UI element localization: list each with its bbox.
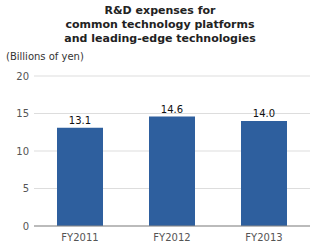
chart-title: R&D expenses forcommon technology platfo…: [64, 4, 256, 45]
bar: [57, 128, 103, 226]
x-tick-label: FY2011: [61, 232, 98, 243]
chart-svg: R&D expenses forcommon technology platfo…: [0, 0, 320, 250]
data-label: 14.0: [253, 108, 275, 119]
y-tick-label: 0: [23, 221, 29, 232]
chart-title-line: and leading-edge technologies: [64, 32, 256, 45]
y-axis-label: (Billions of yen): [6, 51, 84, 62]
chart-title-line: R&D expenses for: [105, 4, 216, 17]
bar: [241, 121, 287, 226]
x-tick-label: FY2013: [245, 232, 282, 243]
x-tick-label: FY2012: [153, 232, 190, 243]
chart-container: R&D expenses forcommon technology platfo…: [0, 0, 320, 250]
y-tick-label: 15: [16, 108, 29, 119]
data-label: 13.1: [69, 115, 91, 126]
grid-line: [34, 226, 310, 227]
grid-line: [34, 76, 310, 77]
x-axis-line: [34, 226, 310, 227]
y-tick-label: 10: [16, 146, 29, 157]
y-tick-label: 20: [16, 71, 29, 82]
grid: [34, 76, 310, 226]
data-label: 14.6: [161, 104, 183, 115]
y-tick-label: 5: [23, 183, 29, 194]
bar: [149, 117, 195, 227]
bars: [57, 117, 287, 227]
chart-title-line: common technology platforms: [66, 18, 255, 31]
